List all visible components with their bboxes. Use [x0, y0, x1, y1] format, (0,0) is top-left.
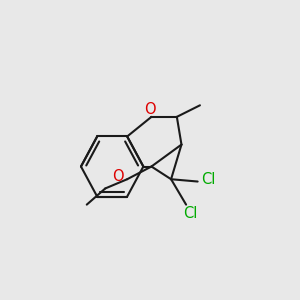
- Text: O: O: [112, 169, 124, 184]
- Text: Cl: Cl: [202, 172, 216, 187]
- Text: Cl: Cl: [184, 206, 198, 221]
- Text: O: O: [145, 102, 156, 117]
